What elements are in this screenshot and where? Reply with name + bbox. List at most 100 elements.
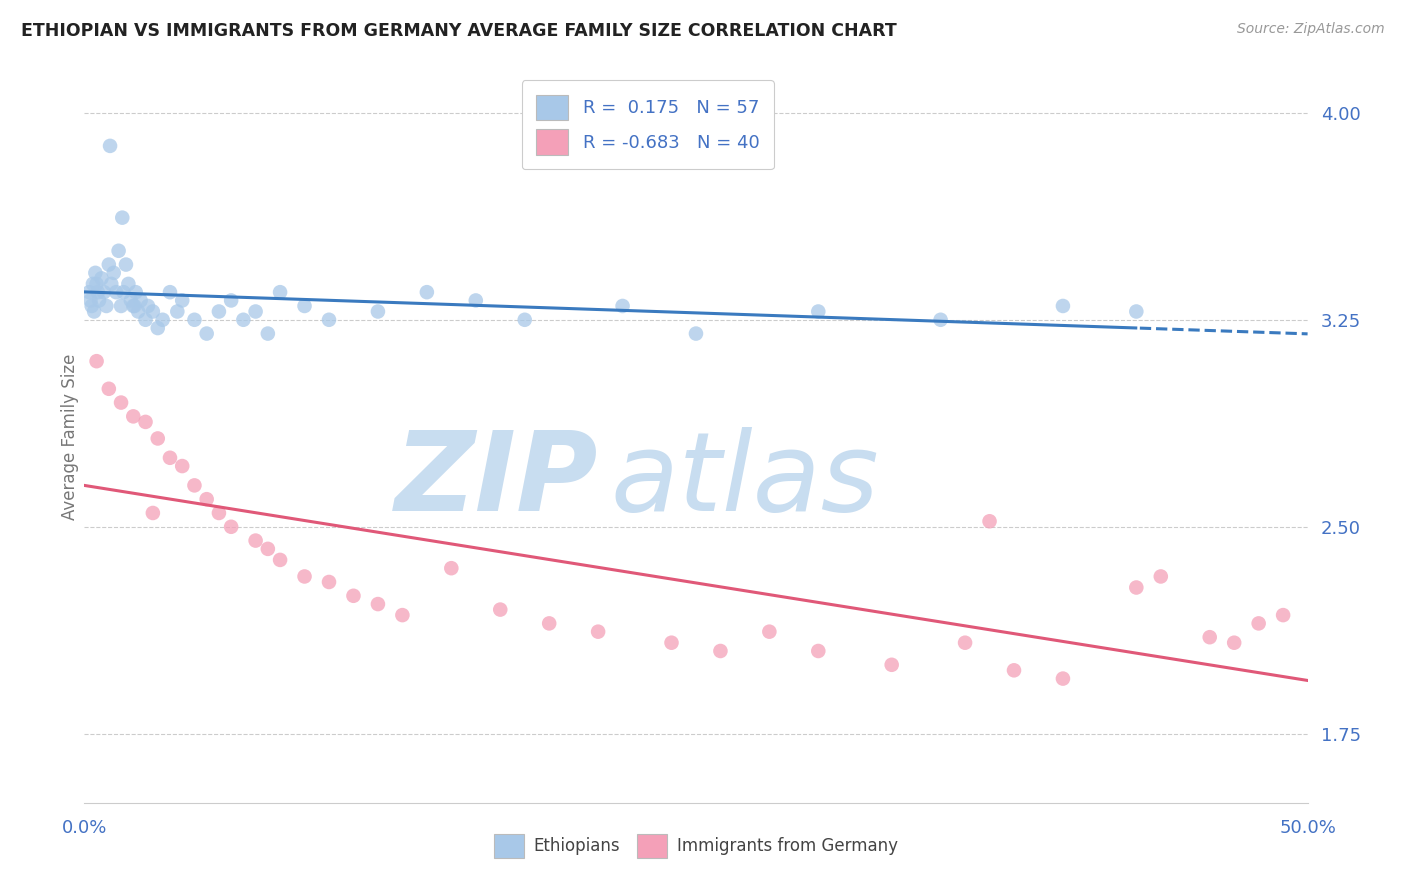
Point (112, 285, 135, 300)
Point (93, 285, 115, 300)
Y-axis label: Average Family Size: Average Family Size (62, 354, 80, 520)
Point (159, 285, 181, 300)
Point (166, 304, 188, 318)
Point (294, 299, 316, 313)
Point (1247, 616, 1270, 631)
Point (208, 506, 231, 520)
Point (172, 458, 194, 473)
Point (294, 569, 316, 583)
Point (232, 312, 254, 326)
Point (269, 553, 291, 567)
Point (96, 299, 118, 313)
Point (1002, 663, 1025, 677)
Point (1150, 569, 1173, 583)
Point (245, 304, 267, 318)
Point (152, 312, 174, 326)
Point (219, 293, 242, 308)
Point (612, 299, 634, 313)
Point (84, 266, 107, 280)
Point (807, 644, 830, 658)
Point (79, 293, 101, 308)
Point (135, 312, 157, 326)
Point (464, 293, 486, 308)
Legend: Ethiopians, Immigrants from Germany: Ethiopians, Immigrants from Germany (484, 824, 908, 868)
Point (129, 293, 152, 308)
Point (367, 304, 389, 318)
Point (111, 211, 134, 225)
Point (318, 574, 340, 589)
Point (1198, 630, 1220, 644)
Point (489, 602, 512, 616)
Point (87, 285, 110, 300)
Point (100, 277, 122, 291)
Point (979, 514, 1001, 528)
Point (125, 285, 148, 300)
Point (120, 293, 142, 308)
Point (117, 277, 139, 291)
Point (1125, 581, 1147, 595)
Point (1223, 636, 1246, 650)
Point (257, 326, 280, 341)
Point (142, 304, 165, 318)
Point (136, 299, 159, 313)
Point (269, 285, 291, 300)
Point (1125, 304, 1147, 318)
Point (103, 266, 125, 280)
Point (195, 326, 218, 341)
Text: Source: ZipAtlas.com: Source: ZipAtlas.com (1237, 22, 1385, 37)
Point (146, 321, 169, 335)
Point (709, 644, 731, 658)
Point (98, 139, 121, 153)
Text: atlas: atlas (610, 427, 879, 534)
Point (159, 450, 181, 465)
Point (80, 299, 103, 313)
Text: ETHIOPIAN VS IMMIGRANTS FROM GERMANY AVERAGE FAMILY SIZE CORRELATION CHART: ETHIOPIAN VS IMMIGRANTS FROM GERMANY AVE… (21, 22, 897, 40)
Point (953, 636, 976, 650)
Point (183, 312, 205, 326)
Point (86, 277, 108, 291)
Point (208, 304, 231, 318)
Point (115, 258, 138, 272)
Point (342, 589, 364, 603)
Point (219, 520, 242, 534)
Point (661, 636, 683, 650)
Point (1052, 299, 1074, 313)
Point (172, 293, 194, 308)
Point (146, 432, 169, 446)
Point (245, 533, 267, 548)
Point (416, 285, 439, 300)
Point (1272, 608, 1295, 623)
Point (142, 506, 165, 520)
Point (183, 478, 205, 492)
Point (513, 312, 536, 326)
Point (110, 395, 132, 409)
Point (105, 285, 128, 300)
Point (807, 304, 830, 318)
Point (122, 299, 145, 313)
Point (1052, 672, 1074, 686)
Point (110, 299, 132, 313)
Point (77, 285, 100, 300)
Point (538, 616, 561, 631)
Point (195, 492, 218, 507)
Point (97, 382, 120, 396)
Point (107, 244, 129, 258)
Point (367, 597, 389, 611)
Point (83, 304, 105, 318)
Point (391, 608, 413, 623)
Point (929, 312, 952, 326)
Point (880, 657, 903, 672)
Point (586, 624, 609, 639)
Point (90, 271, 112, 285)
Point (86, 354, 108, 368)
Point (124, 299, 146, 313)
Text: ZIP: ZIP (395, 427, 598, 534)
Point (135, 415, 157, 429)
Point (257, 541, 280, 556)
Point (685, 326, 707, 341)
Point (318, 312, 340, 326)
Point (122, 409, 145, 424)
Point (82, 277, 104, 291)
Point (440, 561, 463, 575)
Point (97, 258, 120, 272)
